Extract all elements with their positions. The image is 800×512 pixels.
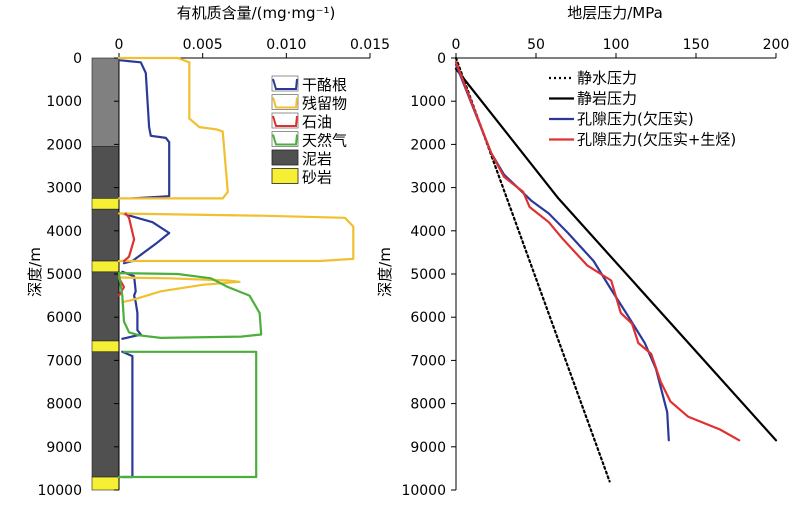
legend-label-残留物: 残留物	[302, 95, 347, 113]
lithology-band-砂岩	[91, 260, 120, 273]
legend-swatch-泥岩	[271, 149, 299, 166]
lithology-band-砂岩	[91, 198, 120, 210]
right-x-tick-label: 100	[603, 37, 630, 53]
right-y-tick-label: 9000	[410, 440, 446, 456]
organic-matter-panel: 有机质含量/(mg·mg⁻¹) 深度/m 0 0.005 0.010 0.015 0 10…	[26, 4, 390, 499]
legend-line-残留物	[272, 97, 298, 109]
left-y-tick-label: 6000	[46, 310, 82, 326]
left-chart-title: 有机质含量/(mg·mg⁻¹)	[177, 4, 336, 22]
legend-line-天然气	[272, 134, 298, 146]
pressure-panel: 地层压力/MPa 深度/m 0 50 100 150 20001000200030004…	[376, 4, 789, 499]
legend-label-孔隙压力-欠压实-生烃: 孔隙压力(欠压实+生烃)	[577, 131, 736, 149]
lithology-band-泥岩	[91, 208, 120, 262]
left-x-tick-label: 0.010	[266, 37, 306, 53]
left-x-tick-label: 0	[115, 37, 124, 53]
right-y-tick-label: 8000	[410, 397, 446, 413]
legend-label-干酪根: 干酪根	[302, 76, 347, 94]
lithology-band-砂岩	[91, 340, 120, 353]
lithology-band-泥岩	[91, 57, 120, 147]
left-x-tick-label: 0.005	[183, 37, 223, 53]
right-x-tick-label: 150	[683, 37, 710, 53]
right-y-tick-label: 10000	[401, 483, 446, 499]
lithology-band-泥岩	[91, 146, 120, 199]
lithology-band-砂岩	[91, 476, 120, 491]
legend-label-静岩压力: 静岩压力	[577, 90, 637, 108]
legend-swatch-砂岩	[271, 168, 299, 184]
right-x-tick-label: 200	[763, 37, 790, 53]
left-y-tick-label: 3000	[46, 181, 82, 197]
right-y-tick-label: 3000	[410, 181, 446, 197]
legend-label-孔隙压力-欠压实: 孔隙压力(欠压实)	[577, 110, 694, 128]
right-series-孔隙压力-欠压实-生烃	[454, 61, 741, 442]
right-y-tick-label: 2000	[410, 137, 446, 153]
legend-line-干酪根	[272, 78, 298, 90]
left-x-tick-label: 0.015	[350, 37, 390, 53]
right-axes: 0 50 100 150 2000100020003000400050006000700…	[401, 37, 789, 499]
left-y-tick-label: 4000	[46, 224, 82, 240]
legend-label-天然气: 天然气	[302, 132, 347, 150]
lithology-column	[91, 57, 120, 491]
legend-label-砂岩: 砂岩	[302, 169, 332, 187]
lithology-band-泥岩	[91, 271, 120, 342]
left-y-tick-label: 0	[73, 51, 82, 67]
right-y-tick-label: 6000	[410, 310, 446, 326]
legend-label-泥岩: 泥岩	[302, 150, 332, 168]
left-y-tick-label: 10000	[37, 483, 82, 499]
right-y-tick-label: 4000	[410, 224, 446, 240]
right-x-tick-label: 50	[527, 37, 545, 53]
left-y-tick-label: 8000	[46, 397, 82, 413]
left-y-tick-label: 9000	[46, 440, 82, 456]
legend-box-残留物	[271, 94, 299, 110]
right-series-静岩压力	[454, 67, 778, 442]
legend-label-静水压力: 静水压力	[577, 69, 637, 87]
legend-label-石油: 石油	[302, 113, 332, 131]
right-series	[454, 56, 778, 483]
legend-box-天然气	[271, 131, 299, 147]
left-axes: 0 0.005 0.010 0.015 0 1000 2000 3000 4000 5000 600…	[37, 37, 390, 499]
right-x-tick-label: 0	[452, 37, 461, 53]
left-series-天然气	[117, 272, 263, 479]
right-y-tick-label: 1000	[410, 94, 446, 110]
lithology-band-泥岩	[91, 351, 120, 478]
left-series	[117, 56, 355, 479]
right-y-tick-label: 7000	[410, 353, 446, 369]
left-y-tick-label: 2000	[46, 137, 82, 153]
right-y-axis-label: 深度/m	[376, 247, 394, 297]
legend-box-石油	[271, 112, 299, 129]
left-y-axis-label: 深度/m	[26, 247, 44, 297]
left-series-干酪根	[117, 59, 171, 479]
legend-box-干酪根	[271, 75, 299, 92]
left-y-tick-label: 7000	[46, 353, 82, 369]
left-y-tick-label: 5000	[46, 267, 82, 283]
legend-line-石油	[272, 115, 298, 127]
right-y-tick-label: 5000	[410, 267, 446, 283]
right-chart-title: 地层压力/MPa	[567, 4, 663, 22]
left-y-tick-label: 1000	[46, 94, 82, 110]
right-y-tick-label: 0	[437, 51, 446, 67]
